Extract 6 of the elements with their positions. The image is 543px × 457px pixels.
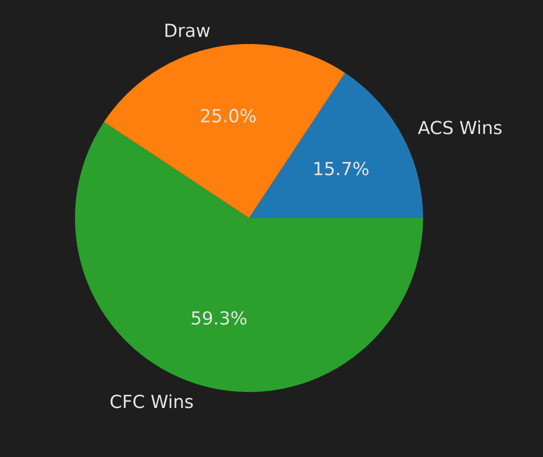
slice-label: Draw — [166, 24, 210, 38]
slice-label: ACS Wins — [418, 120, 502, 134]
slice-label: CFC Wins — [110, 394, 193, 408]
data-label: 59.3% — [192, 311, 246, 325]
data-label: 15.7% — [314, 162, 368, 176]
data-label: 25.0% — [200, 108, 256, 122]
